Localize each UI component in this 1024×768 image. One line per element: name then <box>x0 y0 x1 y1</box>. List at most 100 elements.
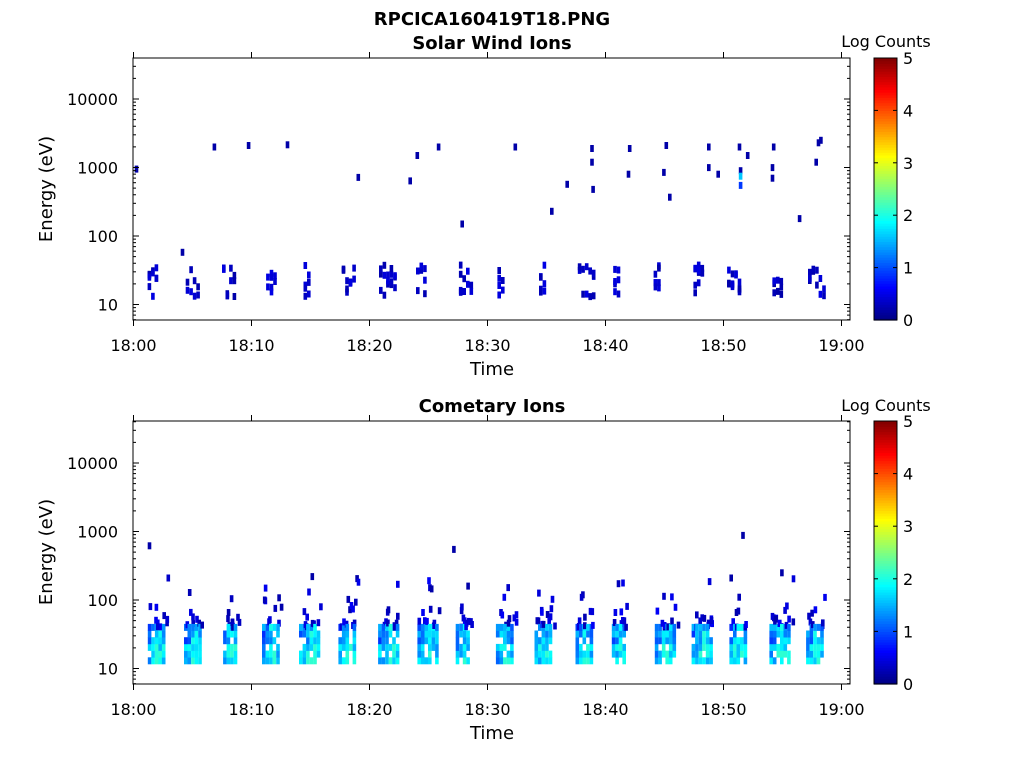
figure-title: RPCICA160419T18.PNG <box>374 9 610 30</box>
spectrogram-cell <box>618 637 623 645</box>
spectrogram-cell <box>583 622 587 630</box>
spectrogram-cell <box>381 657 386 665</box>
spectrogram-point <box>738 172 743 180</box>
spectrogram-cell <box>672 623 677 631</box>
colorbar-step <box>874 541 897 546</box>
spectrogram-cell <box>423 265 427 273</box>
colorbar-step <box>874 230 897 235</box>
colorbar-step <box>874 526 897 530</box>
spectrogram-cell <box>820 650 824 658</box>
colorbar-step <box>874 128 897 132</box>
spectrogram-cell <box>499 650 504 658</box>
spectrogram-cell <box>191 620 195 628</box>
spectrogram-cell <box>549 605 554 613</box>
spectrogram-cell <box>581 265 585 273</box>
colorbar-step <box>874 492 897 496</box>
spectrogram-cell <box>191 657 195 665</box>
spectrogram-cell <box>461 614 466 622</box>
colorbar-step <box>874 126 897 130</box>
spectrogram-cell <box>813 637 817 645</box>
spectrogram-cell <box>736 643 741 651</box>
spectrogram-cell <box>230 619 235 626</box>
spectrogram-point <box>729 574 733 582</box>
spectrogram-cell <box>428 623 432 631</box>
colorbar-step <box>874 510 897 514</box>
spectrogram-point <box>738 167 743 175</box>
spectrogram-cell <box>512 614 517 622</box>
spectrogram-cell <box>495 650 500 658</box>
spectrogram-cell <box>187 630 192 638</box>
spectrogram-cell <box>615 657 619 665</box>
spectrogram-cell <box>737 284 742 292</box>
spectrogram-cell <box>733 650 737 658</box>
spectrogram-point <box>627 145 632 152</box>
spectrogram-cell <box>189 288 193 296</box>
spectrogram-cell <box>198 657 202 665</box>
spectrogram-cell <box>784 621 789 629</box>
spectrogram-cell <box>727 279 731 287</box>
spectrogram-cell <box>345 643 350 651</box>
spectrogram-cell <box>265 623 270 631</box>
colorbar-step <box>874 194 897 198</box>
spectrogram-cell <box>615 643 619 651</box>
colorbar-step <box>874 81 897 85</box>
spectrogram-cell <box>661 637 666 645</box>
spectrogram-cell <box>497 291 501 299</box>
spectrogram-point <box>590 158 594 166</box>
spectrogram-cell <box>497 274 501 282</box>
spectrogram-cell <box>191 650 195 658</box>
spectrogram-cell <box>808 618 813 626</box>
spectrogram-cell <box>705 643 710 651</box>
spectrogram-point <box>415 152 420 159</box>
spectrogram-cell <box>705 657 710 665</box>
spectrogram-cell <box>154 274 159 282</box>
spectrogram-cell <box>195 615 199 623</box>
colorbar-step <box>874 660 897 664</box>
spectrogram-cell <box>233 630 238 638</box>
spectrogram-cell <box>379 270 383 278</box>
y-axis-label-cometary: Energy (eV) <box>36 499 57 605</box>
colorbar-step <box>874 306 897 311</box>
spectrogram-cell <box>192 277 197 285</box>
spectrogram-cell <box>151 292 155 300</box>
spectrogram-cell <box>693 281 697 289</box>
spectrogram-cell <box>462 650 467 658</box>
colorbar-step <box>874 557 897 561</box>
colorbar-step <box>874 602 897 606</box>
colorbar-step <box>874 641 897 646</box>
spectrogram-cell <box>707 578 712 586</box>
spectrogram-cell <box>386 271 390 279</box>
spectrogram-cell <box>736 607 741 615</box>
colorbar-step <box>874 531 897 535</box>
spectrogram-cell <box>191 637 195 645</box>
spectrogram-cell <box>393 272 397 280</box>
spectrogram-cell <box>705 630 710 638</box>
spectrogram-cell <box>591 292 596 300</box>
spectrogram-cell <box>154 643 159 651</box>
spectrogram-cell <box>379 286 383 294</box>
spectrogram-cell <box>776 623 781 631</box>
spectrogram-cell <box>582 657 587 665</box>
spectrogram-cell <box>777 620 782 627</box>
spectrogram-cell <box>740 623 744 631</box>
plot-frame-solar-wind <box>132 57 851 321</box>
spectrogram-cell <box>223 650 227 658</box>
spectrogram-cell <box>303 284 308 292</box>
x-tick-label: 18:30 <box>464 700 510 719</box>
spectrogram-cell <box>808 275 812 283</box>
spectrogram-cell <box>539 288 543 296</box>
spectrogram-cell <box>269 637 273 645</box>
spectrogram-cell <box>394 619 399 627</box>
spectrogram-cell <box>230 650 234 658</box>
spectrogram-cell <box>693 289 697 297</box>
spectrogram-cell <box>200 621 204 629</box>
spectrogram-cell <box>316 637 321 645</box>
spectrogram-cell <box>502 593 507 601</box>
spectrogram-cell <box>191 643 195 651</box>
spectrogram-point <box>737 143 742 151</box>
colorbar-step <box>874 678 897 682</box>
spectrogram-cell <box>303 292 308 300</box>
colorbar-step <box>874 463 897 467</box>
spectrogram-cell <box>417 650 421 658</box>
spectrogram-cell <box>338 643 342 651</box>
